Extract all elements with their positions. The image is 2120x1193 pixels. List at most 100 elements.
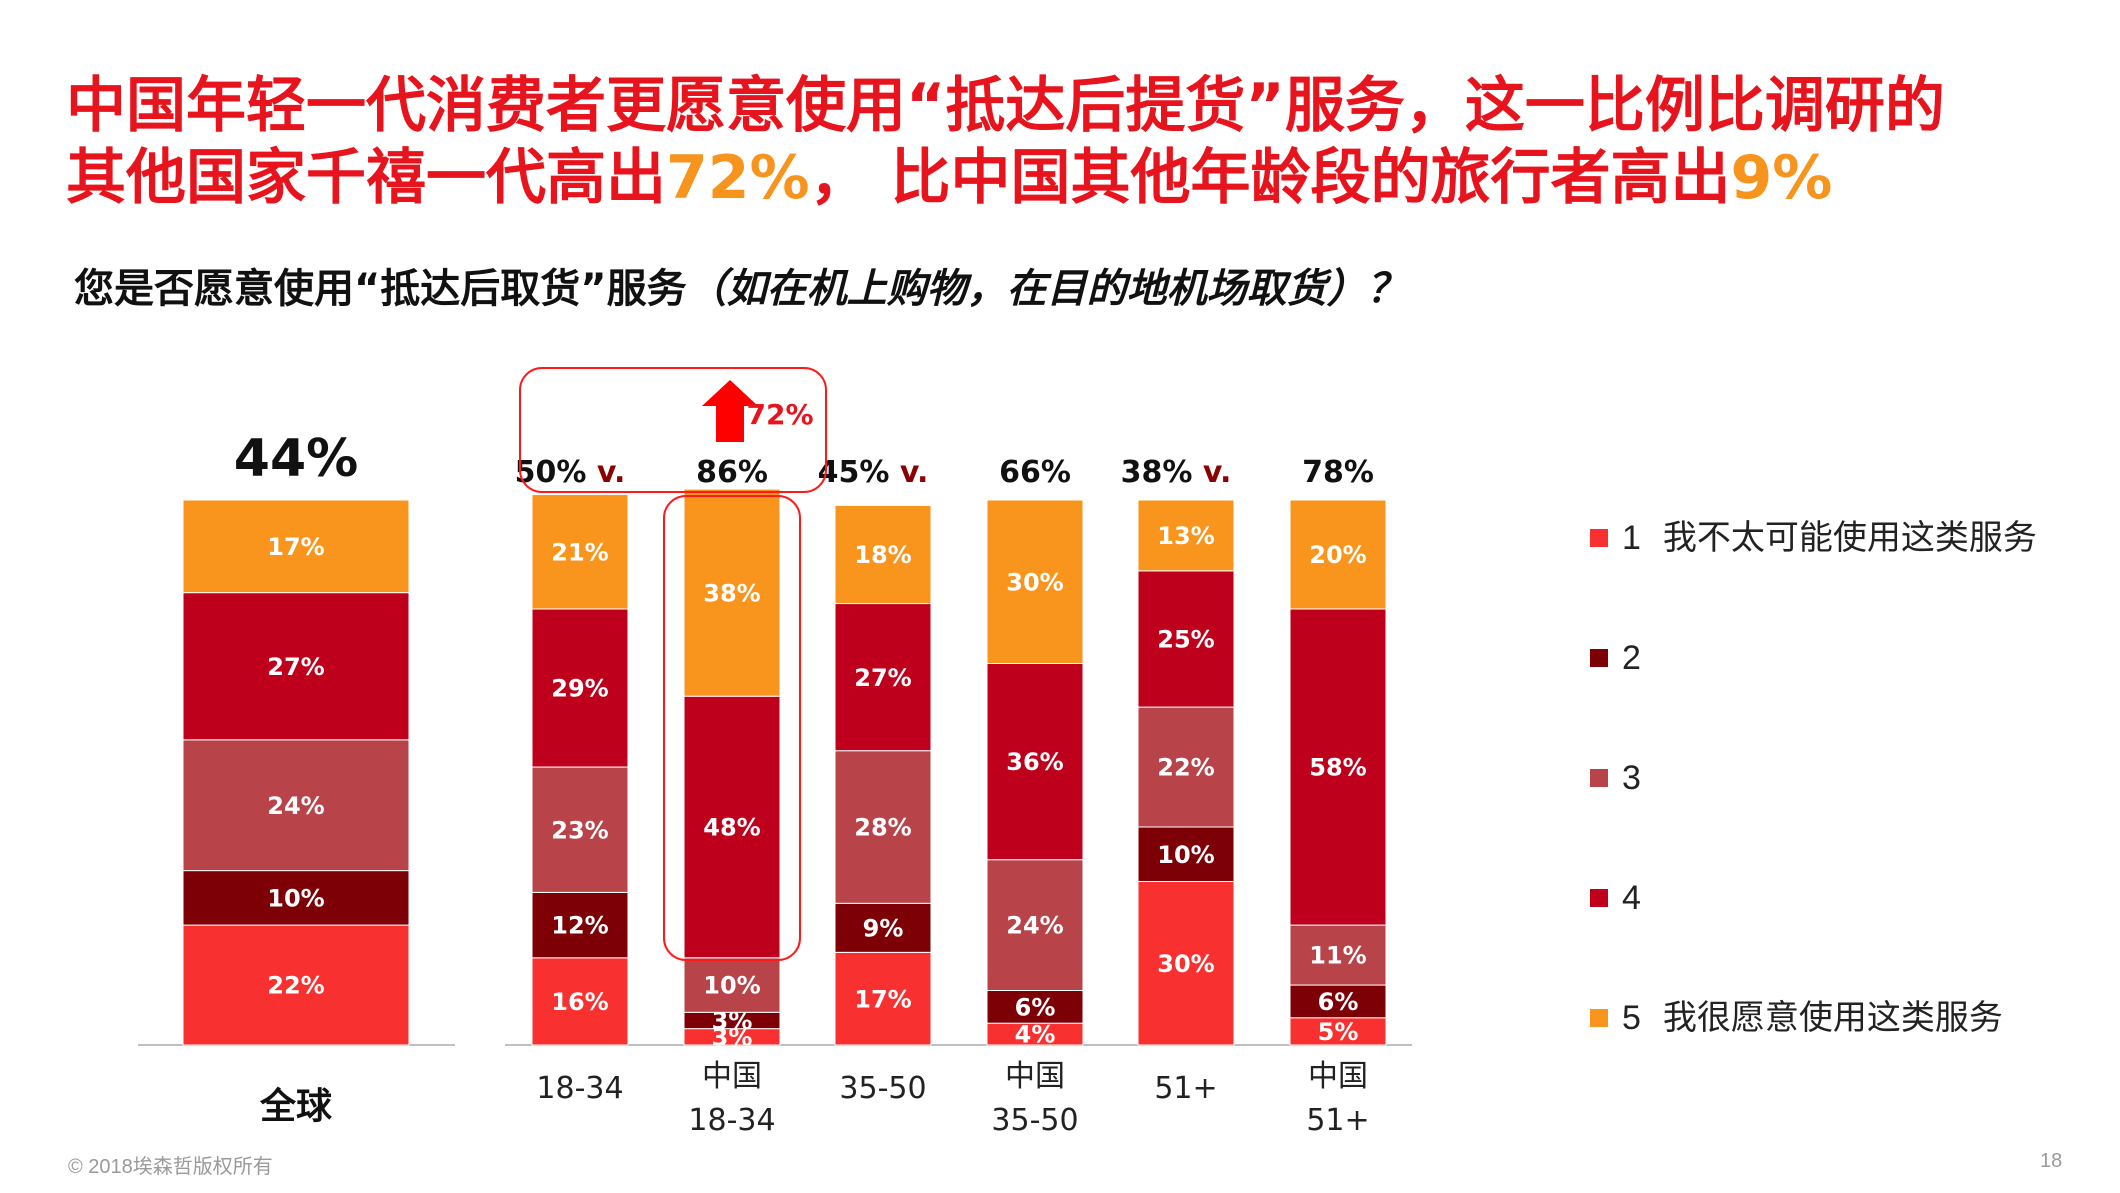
bar-2-segment-5: [683, 488, 781, 697]
legend-item-4: 4: [1590, 868, 2050, 928]
bar-6-segment-5: [1289, 499, 1387, 610]
bar-2-segment-4-label: 48%: [703, 814, 760, 842]
bar-6-segment-2: [1289, 984, 1387, 1019]
bar-5-top-label: 38% v.: [1121, 455, 1232, 490]
page-number: 18: [2040, 1150, 2063, 1172]
bar-4-segment-1-label: 4%: [1015, 1021, 1056, 1049]
bar-0-segment-1: [182, 924, 410, 1046]
legend-item-2: 2: [1590, 628, 2050, 688]
bar-6-category-label-line-1: 中国: [1308, 1059, 1368, 1094]
bar-0-segment-2: [182, 870, 410, 926]
bar-3-segment-4-label: 27%: [854, 664, 911, 692]
bar-4-category-label-line-1: 中国: [1005, 1059, 1065, 1094]
bar-6-category-label-line-2: 51+: [1306, 1103, 1369, 1138]
question-main: 您是否愿意使用“抵达后取货”服务: [74, 266, 687, 312]
bar-4-segment-2-label: 6%: [1015, 993, 1056, 1021]
bar-2-segment-3-label: 10%: [703, 972, 760, 1000]
bar-6-segment-2-label: 6%: [1318, 988, 1359, 1016]
bar-4-top-label: 66%: [999, 455, 1071, 490]
title-highlight-9: 9%: [1730, 143, 1833, 213]
legend-label-5: 我很愿意使用这类服务: [1662, 999, 2003, 1037]
bar-1-top-label: 50% v.: [515, 455, 626, 490]
bar-0-segment-2-label: 10%: [267, 884, 324, 912]
legend-swatch-4: [1590, 889, 1608, 907]
bar-3-top-label: 45% v.: [818, 455, 929, 490]
bar-5-segment-4: [1137, 570, 1235, 708]
bar-3-segment-1: [834, 951, 932, 1046]
china-18-34-highlight-box: [663, 495, 801, 961]
callout-value-label: 72%: [746, 398, 813, 431]
bar-3-segment-3-label: 28%: [854, 814, 911, 842]
bar-4-category-label-line-2: 35-50: [991, 1103, 1078, 1138]
bar-5-category-label-line-1: 51+: [1154, 1071, 1217, 1106]
bar-4-segment-3: [986, 859, 1084, 992]
page-title: 中国年轻一代消费者更愿意使用“抵达后提货”服务，这一比例比调研的 其他国家千禧一…: [66, 70, 2086, 214]
legend-swatch-1: [1590, 529, 1608, 547]
bar-5-vs-label: v.: [1203, 455, 1232, 490]
bar-0-segment-3: [182, 739, 410, 872]
bar-1-segment-1: [531, 957, 629, 1046]
legend-label-1: 我不太可能使用这类服务: [1662, 519, 2037, 557]
bar-6-segment-3: [1289, 924, 1387, 986]
bar-3-category-label-line-1: 35-50: [839, 1071, 926, 1106]
bar-1-category-label-line-1: 18-34: [536, 1071, 623, 1106]
bar-6-segment-3-label: 11%: [1309, 942, 1366, 970]
bar-5-segment-4-label: 25%: [1157, 626, 1214, 654]
copyright-footer: © 2018埃森哲版权所有: [68, 1156, 273, 1178]
bar-1-segment-3: [531, 766, 629, 893]
bar-1-segment-3-label: 23%: [551, 816, 608, 844]
legend-item-1: 1 我不太可能使用这类服务: [1590, 508, 2050, 568]
legend-key-4: 4: [1622, 879, 1641, 917]
bar-4-segment-5-label: 30%: [1006, 568, 1063, 596]
legend-key-2: 2: [1622, 639, 1641, 677]
bar-1-vs-label: v.: [597, 455, 626, 490]
bar-0-segment-1-label: 22%: [267, 972, 324, 1000]
question-parenthetical: （如在机上购物，在目的地机场取货）？: [686, 266, 1407, 312]
bar-4-segment-2: [986, 990, 1084, 1024]
bar-1-segment-5-label: 21%: [551, 538, 608, 566]
bar-5-segment-2: [1137, 826, 1235, 882]
bar-2-category-label-line-2: 18-34: [688, 1103, 775, 1138]
legend-key-1: 1: [1622, 519, 1641, 557]
bar-6-segment-1-label: 5%: [1318, 1018, 1359, 1046]
legend-swatch-2: [1590, 649, 1608, 667]
bar-6-segment-1: [1289, 1017, 1387, 1046]
bar-6-top-label: 78%: [1302, 455, 1374, 490]
up-arrow-icon: [702, 380, 758, 442]
title-line-2-a: 其他国家千禧一代高出: [66, 143, 666, 213]
bar-3-segment-1-label: 17%: [854, 985, 911, 1013]
legend-item-3: 3: [1590, 748, 2050, 808]
bar-1-segment-1-label: 16%: [551, 988, 608, 1016]
bar-5-segment-5-label: 13%: [1157, 522, 1214, 550]
bar-0-segment-4-label: 27%: [267, 653, 324, 681]
comparison-callout-box: [519, 367, 827, 493]
bar-0-segment-4: [182, 592, 410, 741]
bar-4-segment-4-label: 36%: [1006, 748, 1063, 776]
bar-4-segment-3-label: 24%: [1006, 912, 1063, 940]
bar-2-segment-4: [683, 695, 781, 959]
bar-3-segment-5: [834, 504, 932, 605]
legend-swatch-3: [1590, 769, 1608, 787]
title-line-2: 其他国家千禧一代高出72%， 比中国其他年龄段的旅行者高出9%: [66, 142, 2086, 214]
bar-3-segment-4: [834, 603, 932, 752]
bar-5-segment-1: [1137, 881, 1235, 1046]
bar-1-segment-5: [531, 494, 629, 610]
bar-6-segment-4: [1289, 608, 1387, 926]
bar-4-segment-5: [986, 499, 1084, 664]
bar-0-segment-5-label: 17%: [267, 533, 324, 561]
bar-0-top-label: 44%: [234, 429, 358, 489]
title-line-1: 中国年轻一代消费者更愿意使用“抵达后提货”服务，这一比例比调研的: [66, 71, 1945, 141]
bar-0-segment-5: [182, 499, 410, 594]
bar-2-category-label-line-1: 中国: [702, 1059, 762, 1094]
bar-2-top-label: 86%: [696, 455, 768, 490]
bar-1-segment-4-label: 29%: [551, 675, 608, 703]
bar-5-segment-5: [1137, 499, 1235, 572]
bar-3-vs-label: v.: [900, 455, 929, 490]
bar-3-segment-2-label: 9%: [863, 914, 904, 942]
bar-5-segment-3-label: 22%: [1157, 754, 1214, 782]
bar-0-segment-3-label: 24%: [267, 792, 324, 820]
legend-key-5: 5: [1622, 999, 1641, 1037]
bar-1-segment-2-label: 12%: [551, 912, 608, 940]
bar-2-segment-5-label: 38%: [703, 579, 760, 607]
